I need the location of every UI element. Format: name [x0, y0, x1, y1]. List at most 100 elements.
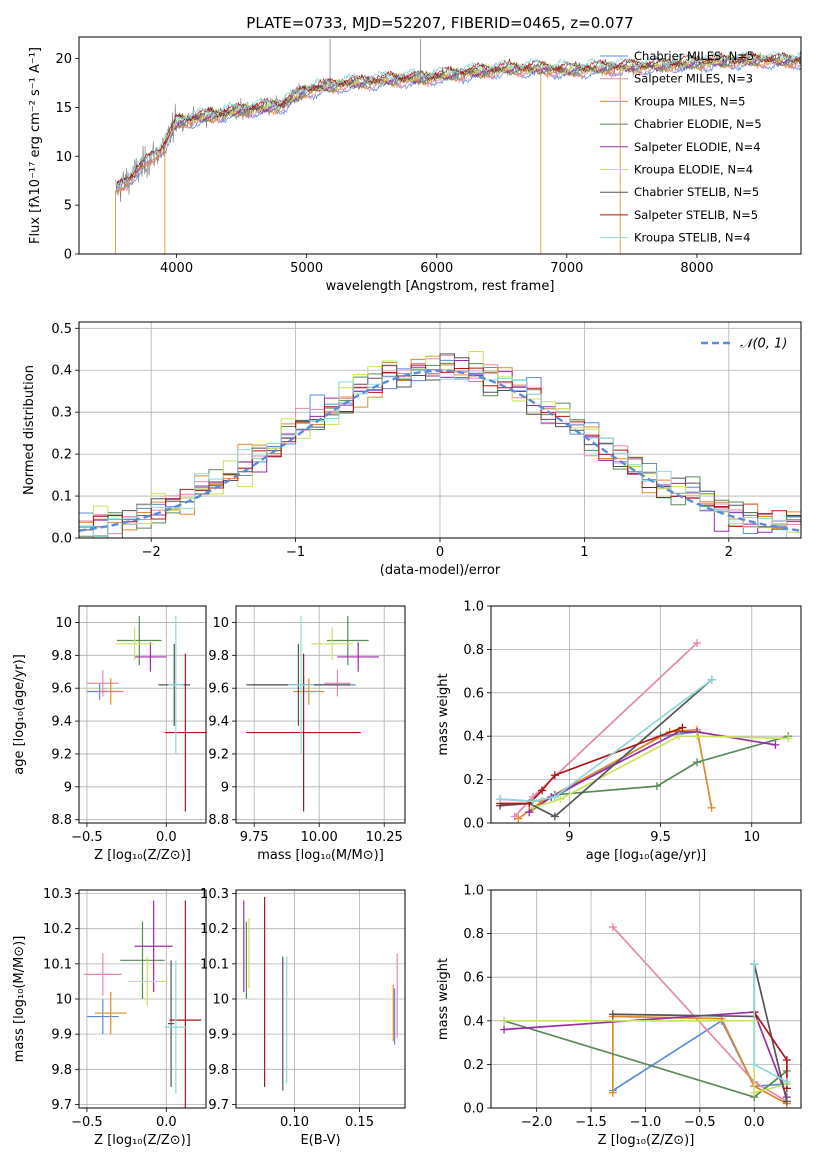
y-tick-label: 10 [212, 993, 229, 1008]
y-tick-label: 0.0 [51, 532, 72, 547]
x-tick-label: 7000 [550, 261, 583, 276]
y-tick-label: 15 [55, 101, 72, 116]
axes-frame [78, 321, 802, 539]
error-bar-point [164, 960, 187, 1094]
error-bar-point [169, 900, 202, 1108]
x-tick-label: 0 [436, 545, 444, 560]
x-axis-label: (data-model)/error [380, 563, 501, 578]
x-tick-label: −0.5 [71, 830, 103, 845]
weight-series [525, 732, 793, 817]
x-tick-label: 4000 [160, 261, 193, 276]
normal-reference-curve [79, 369, 801, 532]
y-axis-label: mass weight [436, 958, 451, 1040]
axes-frame [490, 605, 802, 824]
error-bar-point [128, 956, 167, 1007]
x-tick-label: 0.15 [345, 1115, 374, 1130]
y-tick-label: 0.0 [463, 817, 484, 832]
x-tick-label: 2 [725, 545, 733, 560]
x-axis-label: Z [log₁₀(Z/Z⊙)] [94, 1133, 191, 1148]
y-tick-label: 10.2 [200, 922, 229, 937]
y-axis-label: mass weight [436, 673, 451, 755]
y-tick-label: 0.6 [463, 971, 484, 986]
legend-label: Kroupa STELIB, N=4 [634, 231, 751, 245]
model-line [116, 50, 801, 187]
y-tick-label: 8.8 [208, 813, 229, 828]
y-tick-label: 10.2 [43, 922, 72, 937]
x-tick-label: −2 [142, 545, 161, 560]
y-tick-label: 0.8 [463, 927, 484, 942]
y-tick-label: 9.7 [208, 1098, 229, 1113]
weight-series [510, 638, 702, 821]
x-tick-label: −0.5 [71, 1115, 103, 1130]
x-tick-label: 8000 [680, 261, 713, 276]
y-tick-label: 9.4 [208, 715, 229, 730]
x-axis-label: age [log₁₀(age/yr)] [586, 848, 707, 863]
y-tick-label: 9.9 [208, 1028, 229, 1043]
y-tick-label: 0.0 [463, 1102, 484, 1117]
y-tick-label: 10.1 [43, 957, 72, 972]
y-tick-label: 9.2 [51, 747, 72, 762]
y-tick-label: 1.0 [463, 884, 484, 899]
weight-series [496, 675, 716, 821]
x-tick-label: 0.0 [744, 1115, 765, 1130]
y-tick-label: 9 [64, 780, 72, 795]
y-tick-label: 9.6 [51, 682, 72, 697]
y-tick-label: 10 [55, 150, 72, 165]
error-bar-point [246, 653, 361, 812]
error-bar-point [83, 953, 122, 996]
y-axis-label: age [log₁₀(age/yr)] [12, 654, 27, 775]
error-bar-point [86, 670, 119, 697]
y-tick-label: 0.4 [463, 1014, 484, 1029]
y-axis-label: Flux [fλ10⁻¹⁷ erg cm⁻² s⁻¹ A⁻¹] [28, 47, 43, 244]
weight-series [496, 727, 702, 806]
y-tick-label: 0.2 [463, 1058, 484, 1073]
error-bar-point [120, 921, 165, 999]
y-axis-label: mass [log₁₀(M/M⊙)] [12, 936, 27, 1063]
error-bar-point [167, 615, 184, 754]
panel-age-vs-Z: −0.5 0.0 8.8 9 9.2 9.4 9.6 9.8 10 Z [log₁₀(Z/Z⊙)]… [12, 605, 207, 863]
y-tick-label: 9.8 [208, 649, 229, 664]
y-tick-label: 9.8 [208, 1063, 229, 1078]
error-bar-point [134, 900, 173, 992]
error-bar-point [94, 991, 127, 1035]
panel-mass-vs-EBV: 0.10 0.15 9.7 9.8 9.9 10 10.1 10.2 10.3 E(B-V) [200, 887, 406, 1148]
axes-frame [78, 605, 207, 824]
model-line [163, 54, 801, 147]
y-tick-label: 9.4 [51, 715, 72, 730]
y-tick-label: 8.8 [51, 813, 72, 828]
y-tick-label: 9.2 [208, 747, 229, 762]
weight-line [500, 679, 713, 803]
x-tick-label: −1 [286, 545, 305, 560]
error-bar-point [311, 627, 353, 661]
model-line [116, 52, 801, 185]
error-bar-point [98, 678, 124, 705]
panel-weight-vs-age: 9 9.5 10 0.0 0.2 0.4 0.6 0.8 1.0 age [log₁₀(age/y… [436, 600, 802, 863]
histogram-step [79, 353, 801, 538]
axes-frame [490, 889, 802, 1109]
plot-area [491, 606, 801, 823]
weight-line [528, 731, 776, 813]
panel-residuals: −2 −1 0 1 2 0.0 0.1 0.2 0.3 0.4 0.5 (data-model)/er… [22, 321, 802, 578]
x-tick-label: 6000 [420, 261, 453, 276]
y-tick-label: 0.8 [463, 643, 484, 658]
x-tick-label: 0.0 [156, 830, 177, 845]
error-bar-point [115, 627, 154, 661]
plot-area [236, 890, 405, 1108]
panel-weight-vs-Z: −2.0 −1.5 −1.0 −0.5 0.0 0.0 0.2 0.4 0.6 0.8 1.0 Z [… [436, 884, 802, 1148]
y-tick-label: 0.2 [51, 448, 72, 463]
y-tick-label: 9 [221, 780, 229, 795]
plot-area [491, 890, 801, 1108]
x-tick-label: 0.10 [280, 1115, 309, 1130]
model-line [163, 54, 801, 146]
weight-series [496, 675, 716, 806]
x-axis-label: mass [log₁₀(M/M⊙)] [257, 848, 384, 863]
y-tick-label: 9.6 [208, 682, 229, 697]
plot-area [79, 606, 206, 823]
y-tick-label: 10 [212, 616, 229, 631]
error-bar-point [327, 615, 369, 666]
y-tick-label: 0.6 [463, 686, 484, 701]
plot-area [236, 606, 405, 823]
weight-line [517, 728, 713, 820]
x-tick-label: 10.25 [366, 830, 403, 845]
